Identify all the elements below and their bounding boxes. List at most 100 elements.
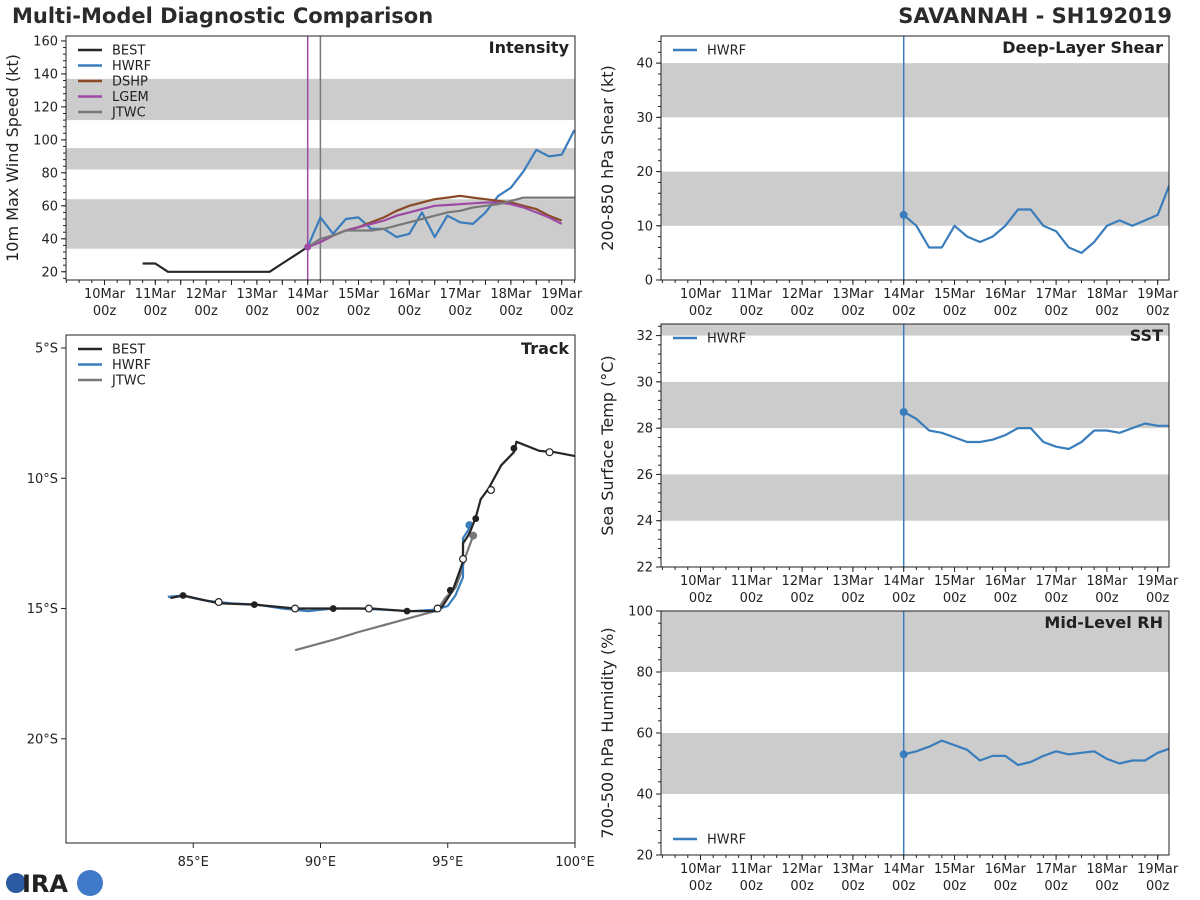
sst-xtick-label: 10Mar — [680, 574, 722, 589]
track-jtwc — [294, 535, 475, 652]
sst-xtick-label: 11Mar — [731, 574, 773, 589]
shear-axes-frame — [660, 35, 1170, 281]
rh-xtick-label: 00z — [1095, 879, 1119, 894]
shear-xtick-label: 00z — [1044, 304, 1068, 319]
shear-xtick-label: 16Mar — [985, 287, 1027, 302]
rh-xtick-label: 00z — [994, 879, 1018, 894]
sst-band-2 — [661, 324, 1169, 336]
sst-xtick-label: 00z — [841, 591, 865, 606]
track-best-point-open — [487, 486, 496, 495]
rh-xtick-label: 19Mar — [1137, 862, 1179, 877]
sst-title: SST — [1130, 326, 1163, 345]
rh-band-0 — [661, 733, 1169, 794]
rh-xtick-label: 00z — [1044, 879, 1068, 894]
rh-ytick-label: 60 — [636, 727, 653, 742]
sst-xtick-label: 00z — [689, 591, 713, 606]
sst-xtick-label: 00z — [943, 591, 967, 606]
logo-globe-icon — [6, 873, 26, 893]
rh-xtick-label: 00z — [1146, 879, 1170, 894]
intensity-xtick-label: 00z — [398, 304, 422, 319]
shear-xtick-label: 19Mar — [1137, 287, 1179, 302]
rh-xtick-label: 12Mar — [782, 862, 824, 877]
rh-xtick-label: 14Mar — [883, 862, 925, 877]
intensity-ytick-label: 160 — [33, 34, 58, 49]
rh-panel — [656, 610, 1170, 860]
rh-xtick-label: 00z — [943, 879, 967, 894]
track-best-point-open — [433, 604, 442, 613]
track-xtick-label: 90°E — [305, 855, 336, 870]
sst-ytick-label: 28 — [636, 422, 653, 437]
shear-xtick-label: 13Mar — [832, 287, 874, 302]
track-xtick-label: 95°E — [432, 855, 463, 870]
shear-xtick-label: 00z — [740, 304, 764, 319]
track-best-point-filled — [179, 592, 187, 599]
shear-ytick-label: 40 — [636, 57, 653, 72]
track-hwrf — [167, 524, 472, 613]
sst-xtick-label: 13Mar — [832, 574, 874, 589]
intensity-xtick-label: 12Mar — [186, 287, 228, 302]
shear-series-hwrf — [902, 182, 1169, 254]
track-best-point-open — [214, 598, 223, 607]
sst-xtick-label: 00z — [790, 591, 814, 606]
intensity-xtick-label: 00z — [93, 304, 117, 319]
shear-ytick-label: 20 — [636, 165, 653, 180]
sst-panel — [656, 323, 1170, 572]
track-axes-frame — [65, 334, 576, 844]
track-ytick-label: 15°S — [27, 602, 58, 617]
sst-xtick-label: 15Mar — [934, 574, 976, 589]
intensity-panel — [61, 35, 576, 285]
intensity-xtick-label: 16Mar — [389, 287, 431, 302]
intensity-xtick-label: 00z — [144, 304, 168, 319]
rh-xtick-label: 11Mar — [731, 862, 773, 877]
intensity-series-best — [142, 246, 309, 273]
intensity-ytick-label: 60 — [41, 199, 58, 214]
rh-xtick-label: 00z — [841, 879, 865, 894]
intensity-xtick-label: 00z — [550, 304, 574, 319]
rh-xtick-label: 17Mar — [1036, 862, 1078, 877]
rh-xtick-label: 15Mar — [934, 862, 976, 877]
sst-axes-frame — [660, 323, 1170, 568]
sst-start-marker — [899, 407, 908, 416]
track-best-point-filled — [446, 586, 454, 594]
shear-xtick-label: 15Mar — [934, 287, 976, 302]
intensity-series-hwrf — [306, 129, 575, 248]
intensity-ylabel: 10m Max Wind Speed (kt) — [3, 54, 22, 262]
intensity-xtick-label: 19Mar — [541, 287, 583, 302]
rh-xtick-label: 00z — [892, 879, 916, 894]
track-ytick-label: 5°S — [35, 342, 58, 357]
sst-xtick-label: 19Mar — [1137, 574, 1179, 589]
rh-series-hwrf — [903, 739, 1169, 767]
track-best-point-open — [364, 604, 373, 613]
sst-xtick-label: 00z — [740, 591, 764, 606]
shear-start-marker — [899, 210, 908, 219]
logo-wordmark: IRA — [22, 870, 68, 898]
intensity-xtick-label: 10Mar — [84, 287, 126, 302]
logo-sun-icon — [77, 870, 103, 896]
track-jtwc-start — [469, 531, 478, 540]
intensity-ytick-label: 40 — [41, 232, 58, 247]
intensity-xtick-label: 00z — [499, 304, 523, 319]
rh-ytick-label: 20 — [636, 849, 653, 864]
track-best-point-filled — [510, 444, 518, 452]
storm-title: SAVANNAH - SH192019 — [898, 4, 1172, 28]
shear-ytick-label: 10 — [636, 219, 653, 234]
rh-xtick-label: 18Mar — [1086, 862, 1128, 877]
track-legend-jtwc: JTWC — [111, 374, 146, 389]
shear-xtick-label: 00z — [1095, 304, 1119, 319]
sst-xtick-label: 12Mar — [782, 574, 824, 589]
intensity-start-marker — [304, 243, 312, 251]
rh-legend-hwrf: HWRF — [707, 833, 746, 848]
track-best-point-filled — [250, 601, 258, 609]
cira-logo: IRA — [6, 870, 103, 898]
sst-xtick-label: 17Mar — [1036, 574, 1078, 589]
intensity-legend-best: BEST — [112, 44, 145, 59]
shear-xtick-label: 00z — [943, 304, 967, 319]
shear-xtick-label: 00z — [841, 304, 865, 319]
intensity-xtick-label: 18Mar — [490, 287, 532, 302]
intensity-ytick-label: 120 — [33, 100, 58, 115]
track-best — [170, 440, 575, 613]
sst-band-1 — [661, 381, 1169, 429]
rh-band-1 — [661, 611, 1169, 672]
track-best-point-open — [459, 555, 468, 564]
rh-ytick-label: 100 — [628, 605, 653, 620]
